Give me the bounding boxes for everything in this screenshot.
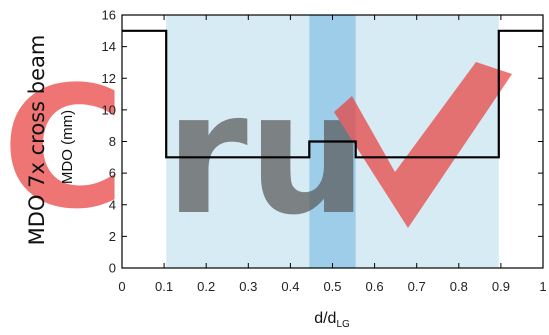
y-tick-label: 4 — [109, 197, 116, 212]
x-tick-label: 0.9 — [492, 279, 510, 294]
axes — [121, 14, 544, 269]
tick-labels: 0 0.1 0.2 0.3 0.4 0.5 0.6 0.7 0.8 0.9 102468101214… — [102, 8, 547, 295]
x-tick-label: 0 — [118, 279, 125, 294]
x-tick-label: 0.1 — [155, 279, 173, 294]
x-tick-label: 0.4 — [281, 279, 299, 294]
x-axis-label-main: d/d — [314, 310, 336, 327]
side-title: MDO 7x cross beam — [25, 35, 49, 246]
x-tick-label: 0.3 — [239, 279, 257, 294]
x-tick-label: 0.6 — [366, 279, 384, 294]
x-tick-label: 1 — [539, 279, 546, 294]
x-tick-label: 0.7 — [408, 279, 426, 294]
series-line-0 — [122, 29, 543, 159]
x-tick-label: 0.2 — [197, 279, 215, 294]
series-group — [122, 29, 543, 159]
y-tick-label: 0 — [109, 261, 116, 276]
watermark-letters: ru — [165, 56, 367, 252]
y-tick-label: 12 — [102, 71, 116, 86]
y-tick-label: 8 — [109, 134, 116, 149]
y-tick-label: 10 — [102, 102, 116, 117]
y-axis-label: MDO (mm) — [59, 110, 76, 184]
y-tick-label: 6 — [109, 166, 116, 181]
watermark-letter-c: C — [2, 50, 125, 246]
x-tick-label: 0.8 — [450, 279, 468, 294]
x-axis-label-subscript: LG — [336, 319, 350, 330]
y-tick-label: 16 — [102, 8, 116, 23]
watermark-checkmark — [334, 62, 512, 228]
x-axis-label: d/dLG — [314, 310, 350, 330]
x-tick-label: 0.5 — [323, 279, 341, 294]
y-tick-label: 14 — [102, 39, 116, 54]
y-tick-label: 2 — [109, 229, 116, 244]
